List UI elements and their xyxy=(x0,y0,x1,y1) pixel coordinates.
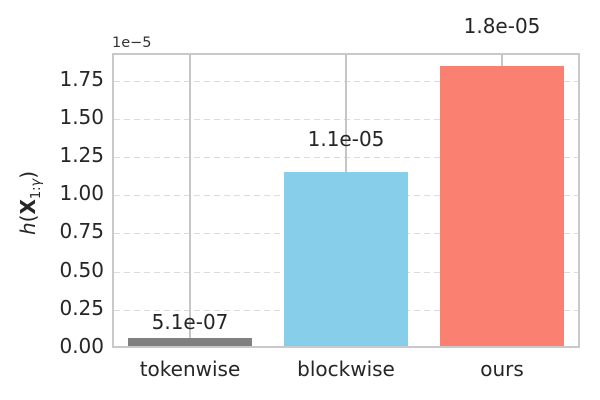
y-axis-offset-text: 1e−5 xyxy=(112,35,152,51)
bar-value-label-ours: 1.8e-05 xyxy=(463,14,541,39)
ylabel-close-paren: ) xyxy=(16,170,40,179)
y-tick-label: 1.50 xyxy=(59,104,104,129)
y-tick-label: 1.75 xyxy=(59,66,104,91)
y-tick-label: 1.00 xyxy=(59,181,104,206)
bar-tokenwise xyxy=(127,338,253,346)
plot-area xyxy=(112,53,580,348)
y-tick-label: 0.00 xyxy=(59,334,104,358)
gridline-v-tokenwise xyxy=(189,55,191,346)
x-tick-label-ours: ours xyxy=(480,357,524,381)
bar-value-label-blockwise: 1.1e-05 xyxy=(307,126,385,151)
y-tick-label: 0.50 xyxy=(59,257,104,282)
bar-value-label-tokenwise: 5.1e-07 xyxy=(151,310,229,335)
y-tick-label: 0.25 xyxy=(59,295,104,320)
bar-blockwise xyxy=(283,171,409,346)
y-tick-label: 0.75 xyxy=(59,219,104,244)
y-tick-label: 1.25 xyxy=(59,142,104,167)
x-tick-label-tokenwise: tokenwise xyxy=(139,357,241,381)
x-tick-label-blockwise: blockwise xyxy=(297,357,395,381)
bar-ours xyxy=(439,66,565,346)
